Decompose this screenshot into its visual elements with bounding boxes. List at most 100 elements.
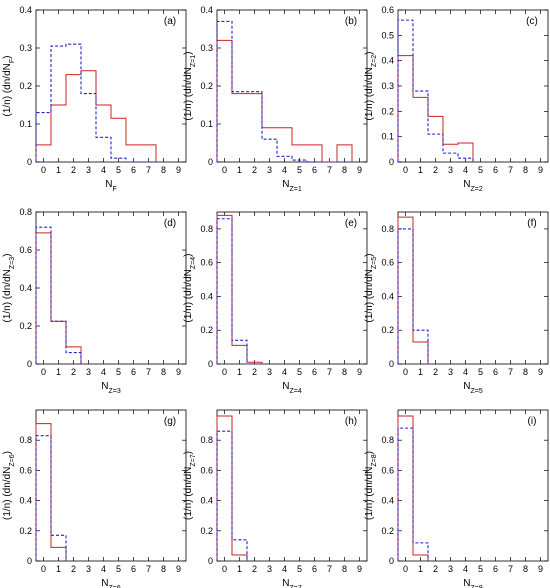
y-tick-label: 0	[208, 157, 213, 167]
x-tick-label: 8	[523, 367, 528, 377]
panel-label: (f)	[527, 218, 536, 229]
x-tick-label: 1	[237, 367, 242, 377]
panel-c: 0 1 2 3 4 5 6 7 8 900.10.20.30.40.50.6(c)NZ=2(1/n…	[364, 5, 549, 193]
y-tick-label: 0	[27, 556, 32, 566]
x-tick-label: 0	[41, 367, 46, 377]
x-tick-label: 2	[71, 564, 76, 574]
x-tick-label: 9	[176, 564, 181, 574]
y-axis-label: (1/n) (dn/dNZ=4)	[183, 254, 197, 323]
x-tick-label: 4	[463, 367, 468, 377]
panel-f: 0 1 2 3 4 5 6 7 8 900.20.40.60.8 (f)NZ=5(1/n) (dn/…	[364, 211, 549, 395]
x-tick-label: 4	[101, 165, 106, 175]
x-tick-label: 7	[508, 367, 513, 377]
x-tick-label: 0	[403, 564, 408, 574]
x-tick-label: 8	[342, 367, 347, 377]
panel-b: 0 1 2 3 4 5 6 7 8 900.10.20.30.4(b)NZ=1(1/n) (dn/…	[183, 5, 368, 193]
plot-frame	[35, 211, 187, 365]
y-tick-label: 0	[27, 359, 32, 369]
histogram-series-dashed	[397, 19, 474, 162]
y-tick-label: 0.6	[381, 258, 394, 268]
y-tick-label: 0.2	[19, 321, 32, 331]
x-tick-label: 6	[131, 165, 136, 175]
x-tick-label: 0	[41, 564, 46, 574]
panel-i: 0 1 2 3 4 5 6 7 8 900.20.40.60.8(i)NZ=8(1/n) (dn/…	[364, 409, 549, 588]
x-axis-label: NF	[105, 179, 117, 193]
y-tick-label: 0.4	[200, 5, 213, 15]
histogram-series-solid	[35, 70, 157, 162]
x-axis-label: NZ=5	[463, 381, 483, 395]
histogram-series-dashed	[35, 435, 67, 561]
panel-label: (e)	[345, 218, 357, 229]
y-tick-label: 0.4	[381, 291, 394, 301]
y-tick-label: 0.3	[381, 81, 394, 91]
y-tick-label: 0.6	[200, 258, 213, 268]
panel-label: (g)	[164, 416, 176, 427]
x-tick-label: 1	[237, 165, 242, 175]
panel-label: (d)	[164, 218, 176, 229]
x-tick-label: 9	[357, 367, 362, 377]
x-tick-label: 4	[463, 564, 468, 574]
histogram-series-solid	[216, 39, 353, 163]
x-tick-label: 5	[116, 165, 121, 175]
y-axis-label: (1/n) (dn/dNF)	[2, 56, 16, 117]
x-tick-label: 6	[493, 367, 498, 377]
x-tick-label: 8	[161, 564, 166, 574]
x-tick-label: 2	[433, 564, 438, 574]
y-tick-label: 0.4	[200, 291, 213, 301]
x-tick-label: 1	[56, 165, 61, 175]
x-tick-label: 2	[433, 165, 438, 175]
x-tick-label: 7	[508, 564, 513, 574]
x-tick-label: 2	[71, 165, 76, 175]
x-tick-label: 3	[86, 367, 91, 377]
x-axis-label: NZ=7	[282, 578, 302, 588]
x-tick-label: 8	[523, 165, 528, 175]
x-tick-label: 0	[41, 165, 46, 175]
histogram-series-solid	[397, 55, 474, 162]
y-tick-label: 0.8	[200, 435, 213, 445]
y-tick-label: 0.6	[200, 465, 213, 475]
x-tick-label: 8	[342, 564, 347, 574]
x-tick-label: 6	[493, 564, 498, 574]
y-tick-label: 0	[27, 157, 32, 167]
x-tick-label: 2	[252, 165, 257, 175]
x-tick-label: 6	[131, 367, 136, 377]
x-axis-label: NZ=2	[463, 179, 483, 193]
x-tick-label: 3	[267, 564, 272, 574]
x-tick-label: 8	[523, 564, 528, 574]
x-tick-label: 0	[222, 564, 227, 574]
x-tick-label: 0	[403, 165, 408, 175]
y-tick-label: 0.6	[19, 245, 32, 255]
x-tick-label: 2	[252, 564, 257, 574]
panel-label: (c)	[526, 16, 538, 27]
x-tick-label: 8	[161, 165, 166, 175]
x-tick-label: 5	[116, 564, 121, 574]
y-axis-label: (1/n) (dn/dNZ=5)	[364, 254, 378, 323]
x-tick-label: 9	[357, 564, 362, 574]
x-tick-label: 5	[478, 367, 483, 377]
x-tick-label: 9	[538, 564, 543, 574]
y-tick-label: 0.2	[200, 81, 213, 91]
x-tick-label: 5	[297, 564, 302, 574]
x-tick-label: 4	[282, 367, 287, 377]
x-tick-label: 0	[222, 165, 227, 175]
x-tick-label: 9	[538, 165, 543, 175]
y-tick-label: 0.4	[19, 5, 32, 15]
x-tick-label: 1	[418, 367, 423, 377]
y-axis-label: (1/n) (dn/dNZ=6)	[2, 451, 16, 520]
y-tick-label: 0.2	[381, 526, 394, 536]
x-tick-label: 1	[56, 367, 61, 377]
x-tick-label: 6	[312, 367, 317, 377]
plot-frame	[216, 409, 368, 562]
y-tick-label: 0	[208, 556, 213, 566]
x-tick-label: 3	[267, 165, 272, 175]
x-tick-label: 3	[448, 564, 453, 574]
panel-e: 0 1 2 3 4 5 6 7 8 900.20.40.60.8 (e)NZ=4(1/n) (dn/…	[183, 211, 368, 395]
x-tick-label: 5	[297, 165, 302, 175]
x-tick-label: 0	[222, 367, 227, 377]
x-tick-label: 5	[478, 165, 483, 175]
y-tick-label: 0	[389, 556, 394, 566]
plot-frame	[397, 409, 549, 562]
histogram-series-dashed	[216, 20, 352, 163]
y-axis-label: (1/n) (dn/dNZ=1)	[183, 52, 197, 121]
